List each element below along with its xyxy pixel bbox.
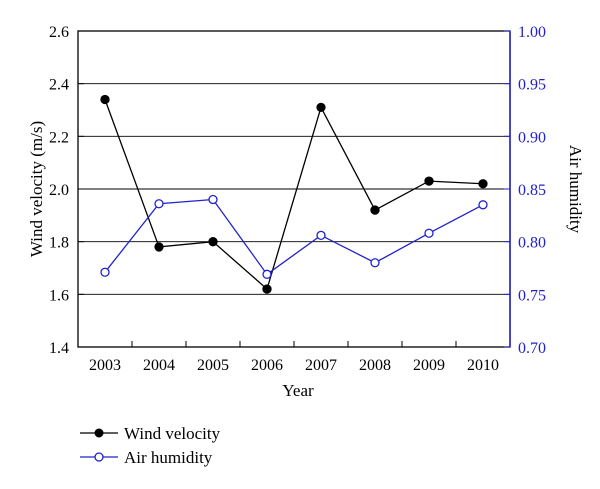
right-tick-label: 1.00 xyxy=(518,24,546,41)
x-axis-title: Year xyxy=(282,381,314,400)
data-point-air-humidity xyxy=(478,200,488,210)
data-point-air-humidity xyxy=(370,258,380,268)
data-point-wind-velocity xyxy=(208,237,218,247)
legend-marker-wind-velocity xyxy=(94,428,104,438)
data-point-wind-velocity xyxy=(154,242,164,252)
data-point-air-humidity xyxy=(262,269,272,279)
left-axis-ticks: 1.4 1.6 1.8 2.0 2.2 2.4 2.6 xyxy=(49,24,84,357)
data-point-air-humidity xyxy=(316,230,326,240)
legend-label-air-humidity: Air humidity xyxy=(124,448,213,467)
left-tick-label: 1.8 xyxy=(49,235,69,252)
left-tick-label: 2.6 xyxy=(49,24,69,41)
right-tick-label: 0.80 xyxy=(518,235,546,252)
legend-item-air-humidity: Air humidity xyxy=(80,448,213,467)
left-axis-title: Wind velocity (m/s) xyxy=(27,121,46,257)
gridlines xyxy=(78,83,510,295)
x-tick-label: 2008 xyxy=(359,357,391,374)
data-point-air-humidity xyxy=(154,199,164,209)
x-tick-label: 2003 xyxy=(89,357,121,374)
series-line-wind-velocity xyxy=(104,99,484,291)
series-line-air-humidity xyxy=(104,198,484,276)
right-tick-label: 0.85 xyxy=(518,182,546,199)
data-point-wind-velocity xyxy=(316,102,326,113)
x-axis-ticks: 2003 2004 2005 2006 2007 2008 2009 2010 xyxy=(89,341,499,374)
left-tick-label: 1.6 xyxy=(49,287,69,304)
right-tick-label: 0.75 xyxy=(518,287,546,304)
x-tick-label: 2010 xyxy=(467,357,499,374)
left-tick-label: 2.2 xyxy=(49,129,69,146)
data-point-wind-velocity xyxy=(478,179,488,189)
right-tick-label: 0.90 xyxy=(518,129,546,146)
series-layer xyxy=(100,94,488,294)
legend: Wind velocity Air humidity xyxy=(80,424,221,467)
x-tick-label: 2009 xyxy=(413,357,445,374)
data-point-air-humidity xyxy=(100,267,110,277)
left-tick-label: 2.0 xyxy=(49,182,69,199)
x-tick-label: 2005 xyxy=(197,357,229,374)
data-point-wind-velocity xyxy=(100,94,110,105)
data-point-air-humidity xyxy=(208,194,218,205)
data-point-wind-velocity xyxy=(424,176,434,186)
x-tick-label: 2006 xyxy=(251,357,283,374)
right-tick-label: 0.70 xyxy=(518,340,546,357)
legend-item-wind-velocity: Wind velocity xyxy=(80,424,221,443)
data-point-wind-velocity xyxy=(262,284,272,294)
legend-marker-air-humidity xyxy=(94,452,104,462)
data-point-wind-velocity xyxy=(370,205,380,215)
x-tick-label: 2004 xyxy=(143,357,175,374)
left-tick-label: 1.4 xyxy=(49,340,69,357)
data-point-air-humidity xyxy=(424,228,434,238)
left-tick-label: 2.4 xyxy=(49,77,69,94)
right-axis-ticks: 0.70 0.75 0.80 0.85 0.90 0.95 1.00 xyxy=(504,24,546,357)
right-axis-title: Air humidity xyxy=(566,145,585,234)
x-tick-label: 2007 xyxy=(305,357,337,374)
legend-label-wind-velocity: Wind velocity xyxy=(124,424,221,443)
right-tick-label: 0.95 xyxy=(518,77,546,94)
